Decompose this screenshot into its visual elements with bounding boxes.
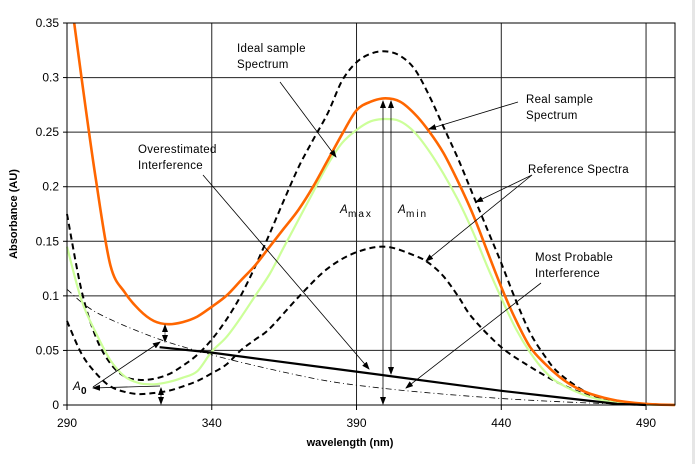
label-most-probable-interference: Most Probable (535, 252, 613, 264)
x-tick-label: 440 (491, 416, 511, 430)
label-real-sample: Spectrum (526, 110, 578, 122)
tick-labels: 0 0.05 0.1 0.15 0.2 0.25 0.3 0.35 290 340 390 440 49… (36, 16, 657, 430)
arrow-reference-low (425, 174, 533, 262)
label-a-0: A0 (72, 381, 89, 397)
window-edge (692, 0, 695, 464)
arrow-a0-bottom (92, 384, 161, 391)
label-real-sample: Real sample (526, 94, 593, 106)
label-a-min: Amin (397, 204, 428, 220)
x-tick-label: 340 (202, 416, 222, 430)
y-tick-label: 0.25 (36, 125, 60, 139)
arrow-overestimated-interference (202, 174, 370, 370)
x-tick-label: 390 (347, 416, 367, 430)
y-tick-label: 0.35 (36, 16, 60, 30)
x-tick-label: 290 (57, 416, 77, 430)
series-estimated-sample (65, 117, 676, 407)
series-group (65, 22, 676, 407)
label-a-max: Amax (339, 204, 373, 220)
annotations: Ideal sample Spectrum Real sample Spectrum R… (72, 43, 629, 405)
arrow-most-probable-interference (405, 282, 542, 389)
y-tick-label: 0.3 (42, 71, 59, 85)
label-ideal-sample: Ideal sample (237, 43, 306, 55)
arrow-reference-high (475, 174, 533, 203)
y-tick-label: 0.2 (42, 180, 59, 194)
series-reference-low (66, 245, 676, 406)
gridlines (63, 22, 675, 410)
series-overestimated-interference (159, 346, 647, 407)
y-tick-label: 0.15 (36, 234, 60, 248)
series-most-probable-interference (66, 288, 676, 406)
x-axis-label: wavelength (nm) (306, 437, 394, 449)
arrow-real-sample (428, 101, 519, 130)
label-reference-spectra: Reference Spectra (528, 164, 629, 176)
y-tick-label: 0.05 (36, 343, 60, 357)
arrow-ideal-sample (279, 81, 337, 158)
x-tick-label: 490 (636, 416, 656, 430)
y-axis-label: Absorbance (AU) (8, 169, 20, 259)
label-overestimated-interference: Interference (138, 160, 203, 172)
label-most-probable-interference: Interference (535, 268, 600, 280)
arrow-a0-top (92, 341, 161, 388)
label-overestimated-interference: Overestimated (138, 144, 217, 156)
series-real-sample (72, 22, 676, 407)
label-ideal-sample: Spectrum (237, 59, 289, 71)
y-tick-label: 0.1 (42, 289, 59, 303)
y-tick-label: 0 (52, 398, 59, 412)
plot-border (66, 22, 676, 406)
